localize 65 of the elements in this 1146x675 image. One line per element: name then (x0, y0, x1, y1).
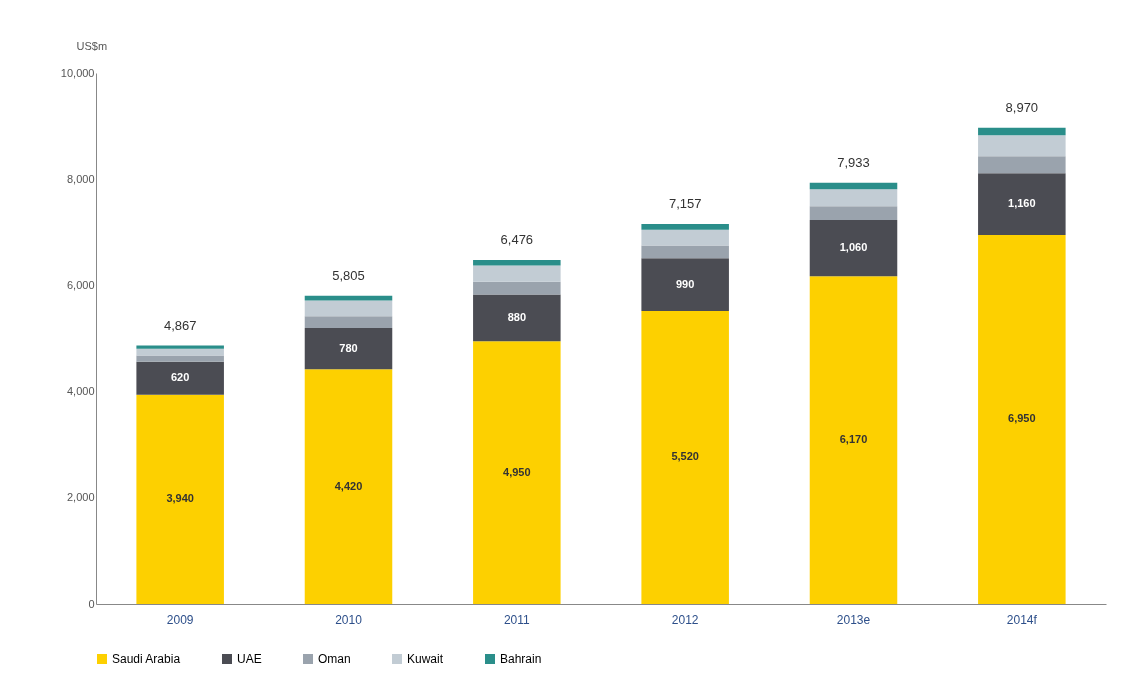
total-label: 8,970 (1005, 99, 1039, 115)
y-tick-label: 8,000 (66, 172, 95, 185)
bar (978, 127, 1066, 136)
bar (641, 223, 729, 230)
bar (304, 300, 393, 317)
data-label: 4,950 (503, 465, 531, 478)
bar (136, 394, 224, 604)
bar (641, 229, 729, 246)
bar (809, 220, 898, 277)
y-tick-label: 0 (88, 597, 95, 610)
bar (473, 281, 561, 295)
data-label: 6,950 (1008, 412, 1036, 425)
bar (978, 173, 1066, 235)
bar (978, 156, 1066, 174)
bar (641, 245, 729, 259)
bar (809, 206, 898, 221)
data-label: 990 (675, 277, 695, 290)
total-label: 4,867 (163, 317, 197, 333)
bar (978, 234, 1066, 604)
legend-label: Saudi Arabia (112, 652, 181, 666)
data-label: 4,420 (334, 479, 363, 492)
x-tick-label: 2010 (335, 612, 363, 627)
bar (136, 355, 224, 362)
data-label: 780 (339, 341, 358, 354)
y-tick-label: 10,000 (60, 66, 95, 79)
total-label: 7,933 (837, 154, 870, 170)
x-tick-label: 2009 (166, 612, 194, 627)
bar (136, 361, 224, 395)
bar (809, 276, 898, 604)
bar (473, 265, 561, 282)
bar (473, 294, 561, 342)
bar (304, 316, 393, 328)
bar (473, 260, 561, 266)
y-tick-label: 4,000 (66, 385, 95, 398)
bar (136, 345, 224, 349)
bar (304, 327, 393, 370)
total-label: 7,157 (668, 195, 702, 211)
bar (304, 295, 393, 301)
legend-label: Bahrain (500, 652, 542, 666)
y-tick-label: 2,000 (66, 491, 95, 504)
x-tick-label: 2014f (1006, 612, 1038, 627)
legend-label: UAE (237, 652, 262, 666)
data-label: 5,520 (671, 450, 699, 463)
bar (304, 369, 393, 604)
legend-label: Kuwait (407, 652, 444, 666)
data-label: 6,170 (839, 433, 868, 446)
bar (473, 341, 561, 604)
bar (641, 310, 729, 604)
data-label: 3,940 (166, 492, 194, 505)
data-label: 620 (170, 371, 190, 384)
total-label: 6,476 (500, 232, 534, 248)
x-tick-label: 2011 (503, 612, 531, 627)
y-axis-title: US$m (76, 39, 108, 52)
bar (809, 182, 898, 190)
total-label: 5,805 (332, 267, 365, 283)
bar (809, 189, 898, 207)
bar (641, 258, 729, 311)
data-label: 1,160 (1008, 197, 1036, 210)
data-label: 880 (507, 310, 527, 323)
bar (978, 135, 1066, 157)
legend-label: Oman (318, 652, 351, 666)
x-tick-label: 2013e (836, 612, 871, 627)
data-label: 1,060 (839, 241, 868, 254)
x-tick-label: 2012 (671, 612, 699, 627)
y-tick-label: 6,000 (66, 278, 95, 291)
